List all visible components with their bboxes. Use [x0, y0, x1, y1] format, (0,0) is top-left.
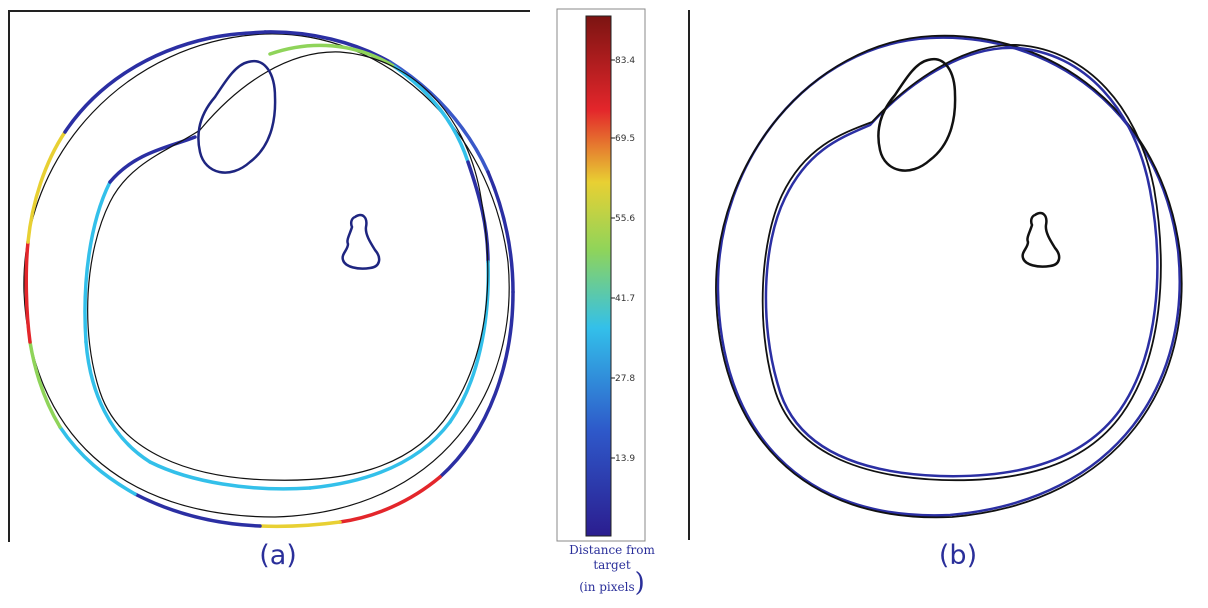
colorbar-caption-line2: target [593, 558, 631, 572]
panel-b-canvas [715, 34, 1183, 519]
small-structure-contour [341, 213, 381, 270]
colorbar-caption: Distance from target (in pixels) [556, 543, 668, 596]
colorbar: 83.4 69.5 55.6 41.7 27.8 13.9 [556, 8, 646, 543]
colorbar-tick-label: 83.4 [615, 56, 635, 66]
inner-black-contour [87, 51, 489, 481]
small-structure-contour [1021, 211, 1061, 268]
colorbar-caption-line3: (in pixels) [556, 570, 668, 596]
colorbar-tick-label: 69.5 [615, 134, 635, 144]
inner-blue-contour [764, 46, 1159, 478]
colorbar-gradient [585, 15, 612, 537]
inner-black-contour [761, 44, 1162, 482]
outer-black-contour [715, 34, 1183, 519]
colorbar-tick-label: 13.9 [615, 454, 635, 464]
panel-b-caption: (b) [938, 540, 978, 571]
inner-colored-contour [83, 43, 490, 491]
panel-b-contours [688, 10, 1200, 540]
colorbar-caption-units: (in pixels [579, 580, 635, 594]
panel-a-canvas [23, 30, 515, 529]
outer-blue-contour [716, 36, 1181, 517]
colorbar-caption-line1: Distance from [569, 543, 655, 557]
colorbar-ticks [611, 59, 615, 459]
colorbar-tick-label: 41.7 [615, 294, 635, 304]
upper-structure-contour [197, 59, 277, 174]
upper-structure-contour [877, 57, 957, 172]
panel-a-caption: (a) [259, 540, 297, 571]
panel-a-contours [8, 10, 530, 542]
outer-colored-contour [24, 30, 515, 529]
colorbar-tick-label: 55.6 [615, 214, 635, 224]
outer-black-contour [23, 33, 510, 518]
colorbar-tick-label: 27.8 [615, 374, 635, 384]
colorbar-canvas: 83.4 69.5 55.6 41.7 27.8 13.9 [556, 8, 646, 542]
colorbar-caption-paren: ) [634, 568, 645, 598]
